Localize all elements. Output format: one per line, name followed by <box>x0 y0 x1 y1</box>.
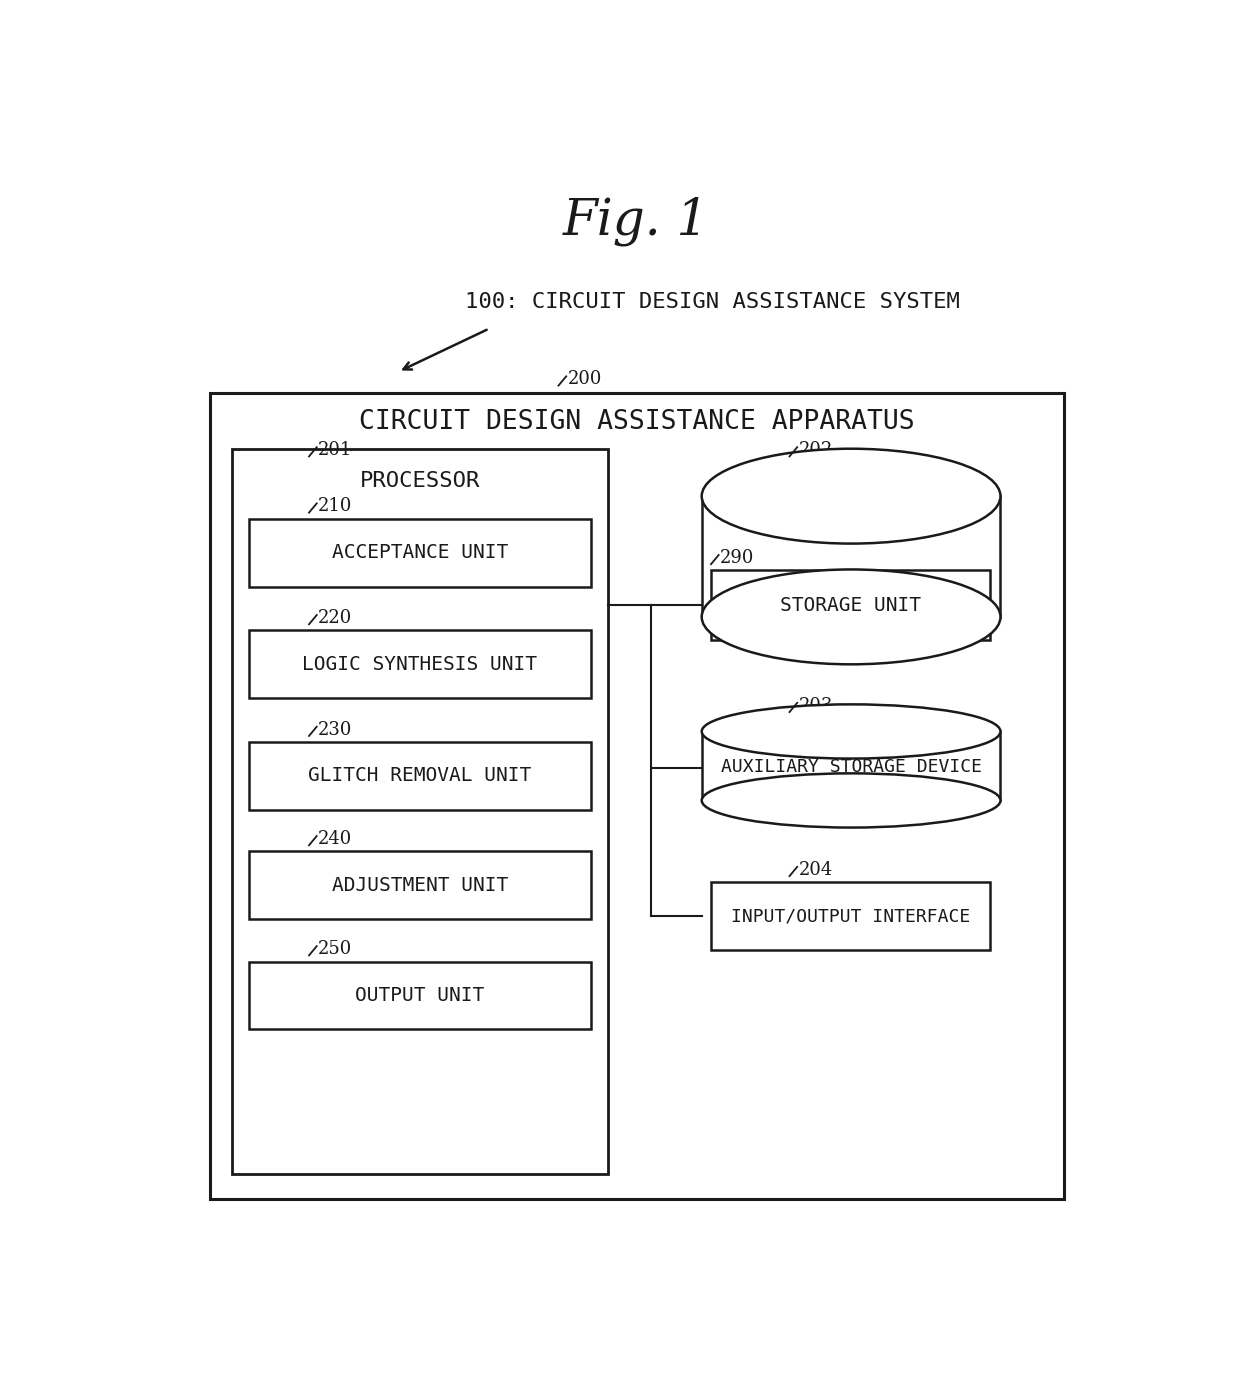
Bar <box>702 496 1001 617</box>
Bar <box>711 882 990 949</box>
Text: 290: 290 <box>720 548 755 568</box>
Text: Fig. 1: Fig. 1 <box>562 196 709 245</box>
Ellipse shape <box>702 704 1001 758</box>
Ellipse shape <box>702 449 1001 543</box>
Bar <box>711 570 990 639</box>
Bar <box>249 518 590 587</box>
Bar <box>249 962 590 1029</box>
Text: 203: 203 <box>799 697 833 715</box>
Text: STORAGE UNIT: STORAGE UNIT <box>780 595 921 615</box>
Ellipse shape <box>702 773 1001 828</box>
Ellipse shape <box>702 569 1001 664</box>
Text: 240: 240 <box>319 830 352 847</box>
Text: 230: 230 <box>319 721 352 739</box>
Bar <box>249 743 590 810</box>
Text: MEMORY: MEMORY <box>811 499 892 518</box>
Text: ADJUSTMENT UNIT: ADJUSTMENT UNIT <box>332 876 508 894</box>
Bar <box>232 449 608 1174</box>
Text: LOGIC SYNTHESIS UNIT: LOGIC SYNTHESIS UNIT <box>303 655 537 674</box>
Text: AUXILIARY STORAGE DEVICE: AUXILIARY STORAGE DEVICE <box>720 758 982 776</box>
Text: 100: CIRCUIT DESIGN ASSISTANCE SYSTEM: 100: CIRCUIT DESIGN ASSISTANCE SYSTEM <box>465 292 960 313</box>
Text: 201: 201 <box>319 441 352 459</box>
Text: INPUT/OUTPUT INTERFACE: INPUT/OUTPUT INTERFACE <box>730 907 970 925</box>
Text: PROCESSOR: PROCESSOR <box>360 471 480 491</box>
Text: 204: 204 <box>799 861 833 879</box>
Text: OUTPUT UNIT: OUTPUT UNIT <box>356 985 485 1005</box>
Text: 220: 220 <box>319 609 352 627</box>
Bar <box>211 393 1064 1199</box>
Text: GLITCH REMOVAL UNIT: GLITCH REMOVAL UNIT <box>309 766 532 785</box>
Bar <box>702 732 1001 801</box>
Text: 250: 250 <box>319 940 352 958</box>
Text: CIRCUIT DESIGN ASSISTANCE APPARATUS: CIRCUIT DESIGN ASSISTANCE APPARATUS <box>360 409 915 435</box>
Bar <box>249 852 590 919</box>
Text: 200: 200 <box>568 371 603 389</box>
Bar <box>249 631 590 699</box>
Text: 210: 210 <box>319 497 352 515</box>
Text: 202: 202 <box>799 441 833 459</box>
Text: ACCEPTANCE UNIT: ACCEPTANCE UNIT <box>332 543 508 562</box>
